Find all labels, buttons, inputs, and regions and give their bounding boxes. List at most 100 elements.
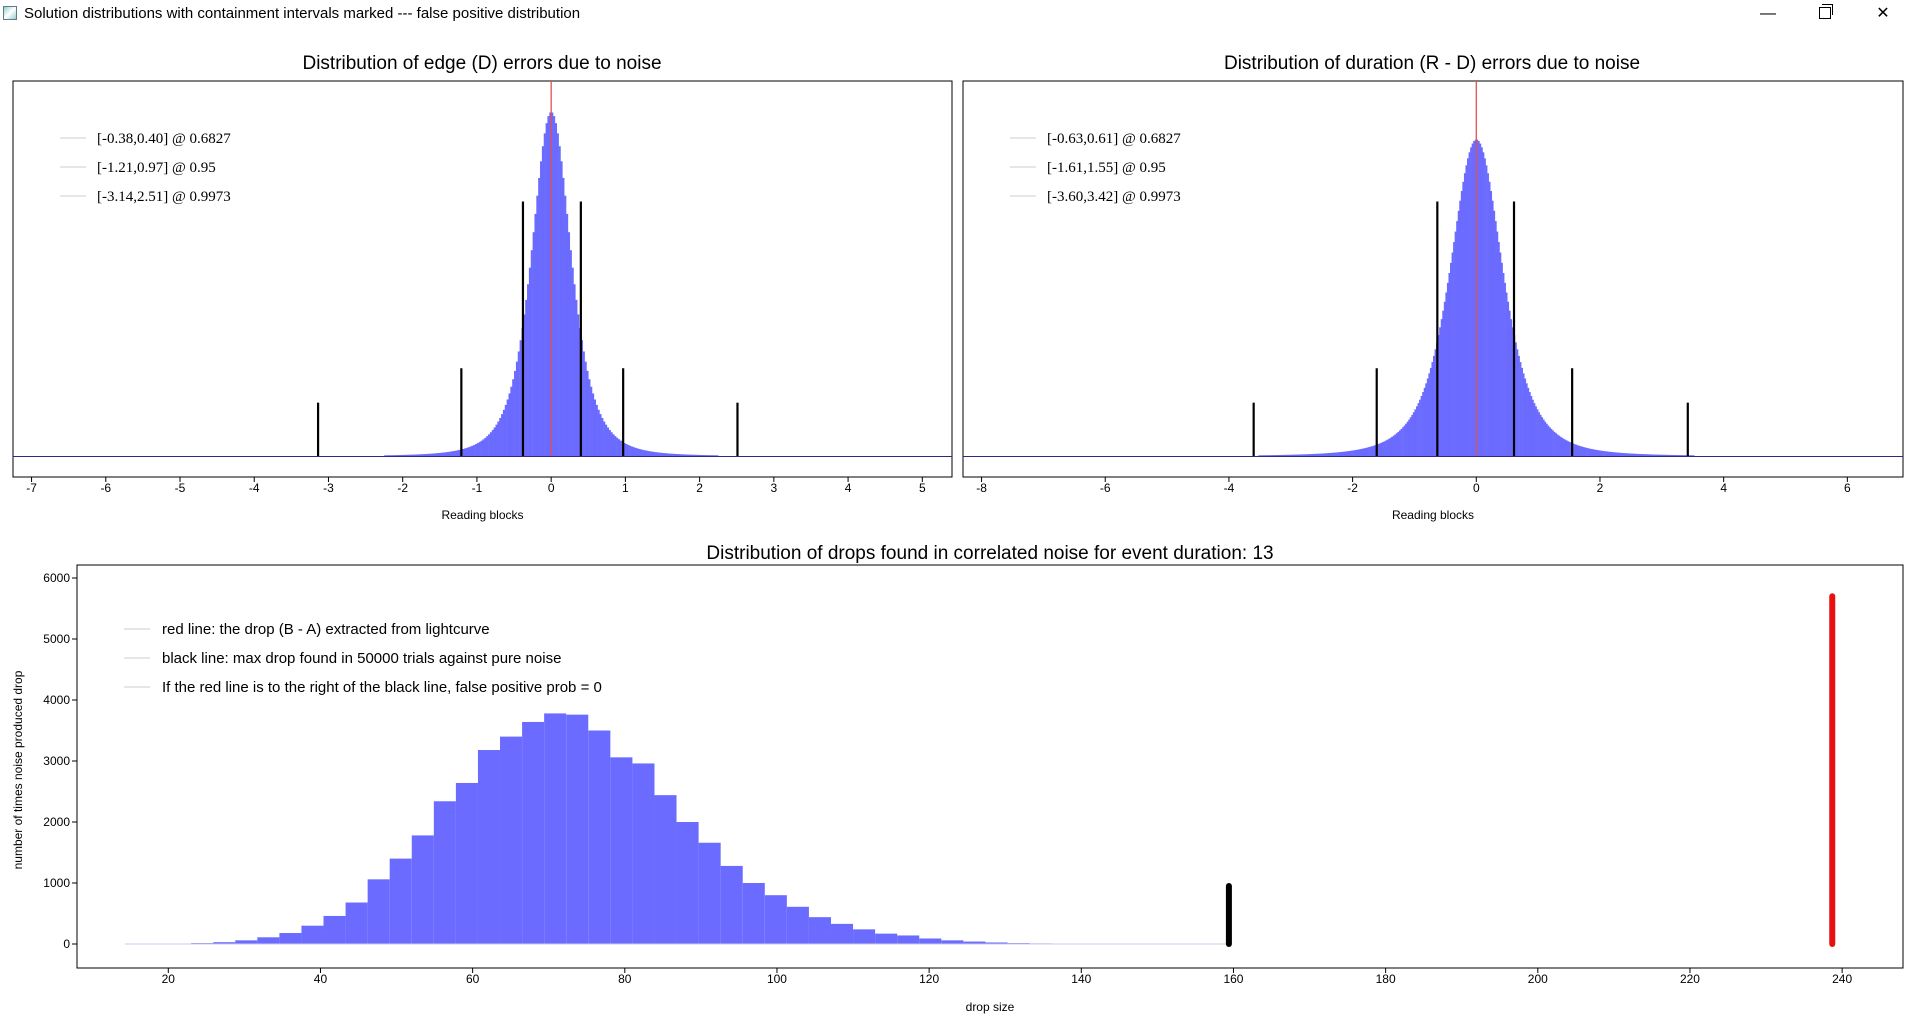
x-tick-label: 0 [1473,481,1480,495]
legend-entry: [-0.63,0.61] @ 0.6827 [1047,131,1181,147]
histogram-bar [458,449,461,456]
histogram-bar [1313,453,1316,456]
histogram-bar [1439,327,1442,456]
y-tick-label: 5000 [43,632,70,646]
histogram-bar [1575,444,1578,456]
histogram-bar [1510,319,1513,456]
x-tick-label: 20 [162,972,176,986]
histogram-bar [421,454,424,456]
histogram-bar [1258,455,1261,456]
legend-entry: [-3.14,2.51] @ 0.9973 [97,189,231,205]
histogram-bar [1431,362,1434,456]
chart-edge [12,80,953,482]
histogram-bar [1606,451,1609,456]
histogram-bar [397,455,400,456]
x-tick-label: 60 [466,972,480,986]
histogram-bar [1343,451,1346,456]
histogram-bar [1349,450,1352,456]
histogram-bar [1293,454,1296,456]
histogram-bar [1386,439,1389,456]
histogram-bar [504,404,507,456]
histogram-bar [1527,387,1530,456]
x-tick-label: -4 [249,481,260,495]
histogram-bar [1446,282,1449,456]
histogram-bar [530,250,533,456]
histogram-bar [411,835,434,944]
histogram-bar [1454,231,1457,456]
histogram-bar [534,213,537,456]
histogram-bar [1487,173,1489,456]
histogram-bar [1692,455,1695,456]
histogram-bar [1593,449,1596,456]
close-button[interactable]: ✕ [1876,5,1890,22]
histogram-bar [669,453,673,456]
histogram-bar [1381,442,1384,456]
histogram-bar [1582,447,1585,456]
histogram-bar [1507,301,1510,456]
histogram-bar [808,917,831,944]
histogram-bar [1307,454,1310,456]
histogram-bar [1329,452,1332,456]
histogram-bar [1664,454,1667,456]
histogram-bar [1429,367,1432,456]
x-tick-label: 3 [771,481,778,495]
restore-icon [1819,4,1833,19]
histogram-bar [1644,454,1647,456]
histogram-bar [432,453,435,456]
histogram-bar [279,933,302,944]
histogram-bar [1666,454,1669,456]
histogram-bar [1463,173,1466,456]
histogram-bar [493,427,496,456]
histogram-bar [1346,451,1349,456]
histogram-bar [1640,454,1643,456]
histogram-bar [1607,451,1610,456]
histogram-bar [1405,423,1408,456]
histogram-bar [830,923,854,944]
histogram-bar [1338,452,1341,456]
histogram-bar [1544,421,1547,456]
histogram-bar [1403,425,1406,456]
histogram-bar [1320,453,1322,456]
histogram-bar [625,444,628,456]
histogram-bar [1528,392,1531,456]
histogram-bar [1398,430,1401,456]
histogram-bar [486,436,489,456]
histogram-bar [1623,453,1626,456]
y-tick-label: 3000 [43,754,70,768]
histogram-bar [1488,181,1491,456]
histogram-bar [1326,453,1329,456]
minimize-button[interactable]: — [1760,5,1776,22]
histogram-bar [1327,453,1330,456]
histogram-bar [545,123,548,457]
histogram-bar [1378,443,1381,456]
histogram-bar [640,449,643,456]
histogram-bar [617,439,621,456]
histogram-bar [1541,417,1544,456]
histogram-bar [426,453,429,456]
histogram-bar [528,267,532,456]
histogram-bar [1601,450,1604,456]
x-tick-label: 5 [919,481,926,495]
histogram-bar [603,421,606,456]
x-tick-label: 40 [314,972,328,986]
histogram-bar [1423,387,1426,456]
histogram-bar [1685,455,1687,456]
histogram-bar [455,782,478,944]
histogram-bar [1643,454,1646,456]
histogram-bar [1374,445,1377,456]
histogram-bar [389,858,412,944]
histogram-bar [443,452,446,456]
histogram-bar [686,454,689,456]
x-tick-label: -7 [26,481,37,495]
histogram-bar [1646,454,1649,456]
histogram-bar [1630,453,1633,456]
histogram-bar [491,429,494,456]
histogram-bar [1372,445,1375,456]
histogram-bar [1567,441,1570,456]
histogram-bar [478,441,481,456]
maximize-button[interactable] [1802,0,1848,28]
legend-entry: red line: the drop (B - A) extracted fro… [162,621,490,638]
histogram-bar [506,399,509,456]
x-tick-label: -3 [323,481,334,495]
histogram-bar [465,447,468,456]
